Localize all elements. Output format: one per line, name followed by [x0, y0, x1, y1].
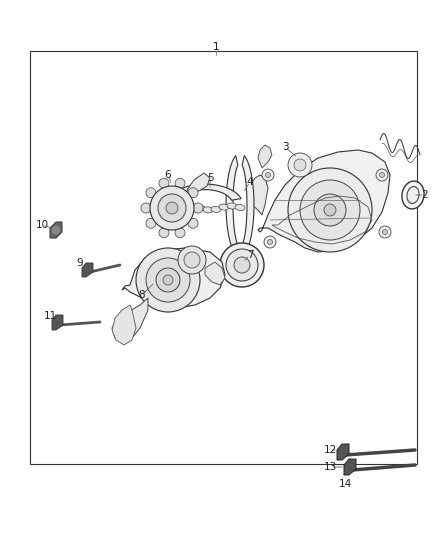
- Text: 8: 8: [139, 290, 145, 300]
- Polygon shape: [187, 173, 210, 194]
- Text: 10: 10: [35, 220, 49, 230]
- Circle shape: [324, 204, 336, 216]
- Circle shape: [314, 194, 346, 226]
- Circle shape: [159, 228, 169, 238]
- Ellipse shape: [235, 205, 245, 211]
- Ellipse shape: [407, 187, 419, 204]
- Circle shape: [52, 226, 60, 234]
- Text: 1: 1: [213, 42, 219, 52]
- Polygon shape: [112, 298, 148, 342]
- Circle shape: [294, 159, 306, 171]
- Circle shape: [158, 194, 186, 222]
- Circle shape: [234, 257, 250, 273]
- Circle shape: [175, 178, 185, 188]
- Polygon shape: [112, 305, 136, 345]
- Circle shape: [146, 258, 190, 302]
- Text: 9: 9: [77, 258, 83, 268]
- Circle shape: [262, 169, 274, 181]
- Ellipse shape: [227, 203, 237, 209]
- Polygon shape: [122, 248, 225, 308]
- Circle shape: [141, 203, 151, 213]
- Circle shape: [178, 246, 206, 274]
- Ellipse shape: [211, 206, 221, 212]
- Text: 7: 7: [247, 250, 253, 260]
- Ellipse shape: [203, 207, 213, 213]
- Circle shape: [226, 249, 258, 281]
- Polygon shape: [52, 315, 63, 330]
- Circle shape: [265, 173, 271, 177]
- Ellipse shape: [219, 204, 229, 210]
- Ellipse shape: [402, 181, 424, 209]
- Text: 1: 1: [213, 42, 219, 52]
- Circle shape: [220, 243, 264, 287]
- Polygon shape: [50, 222, 62, 238]
- Text: 11: 11: [43, 311, 57, 321]
- Polygon shape: [169, 184, 241, 200]
- Circle shape: [268, 239, 272, 245]
- Text: 6: 6: [165, 170, 171, 180]
- Polygon shape: [258, 145, 272, 168]
- Circle shape: [184, 252, 200, 268]
- Circle shape: [379, 173, 385, 177]
- Circle shape: [288, 153, 312, 177]
- Ellipse shape: [195, 205, 205, 211]
- Circle shape: [159, 178, 169, 188]
- Circle shape: [379, 226, 391, 238]
- Text: 14: 14: [339, 479, 352, 489]
- Polygon shape: [344, 459, 356, 475]
- Text: 2: 2: [422, 190, 428, 200]
- Circle shape: [193, 203, 203, 213]
- Circle shape: [150, 186, 194, 230]
- Text: 5: 5: [207, 173, 213, 183]
- Circle shape: [188, 219, 198, 228]
- Text: 12: 12: [323, 445, 337, 455]
- Text: 3: 3: [282, 142, 288, 152]
- Polygon shape: [258, 150, 390, 252]
- Circle shape: [146, 219, 156, 228]
- Circle shape: [175, 228, 185, 238]
- Polygon shape: [82, 263, 93, 277]
- Text: 4: 4: [247, 177, 253, 187]
- Circle shape: [136, 248, 200, 312]
- Circle shape: [376, 169, 388, 181]
- Bar: [30, 51, 417, 464]
- Circle shape: [288, 168, 372, 252]
- Text: 13: 13: [323, 462, 337, 472]
- Circle shape: [163, 275, 173, 285]
- Polygon shape: [226, 156, 254, 257]
- Polygon shape: [248, 175, 268, 215]
- Circle shape: [300, 180, 360, 240]
- Polygon shape: [337, 444, 349, 460]
- Circle shape: [166, 202, 178, 214]
- Circle shape: [188, 188, 198, 198]
- Circle shape: [156, 268, 180, 292]
- Circle shape: [382, 230, 388, 235]
- Circle shape: [264, 236, 276, 248]
- Polygon shape: [205, 262, 225, 285]
- Circle shape: [146, 188, 156, 198]
